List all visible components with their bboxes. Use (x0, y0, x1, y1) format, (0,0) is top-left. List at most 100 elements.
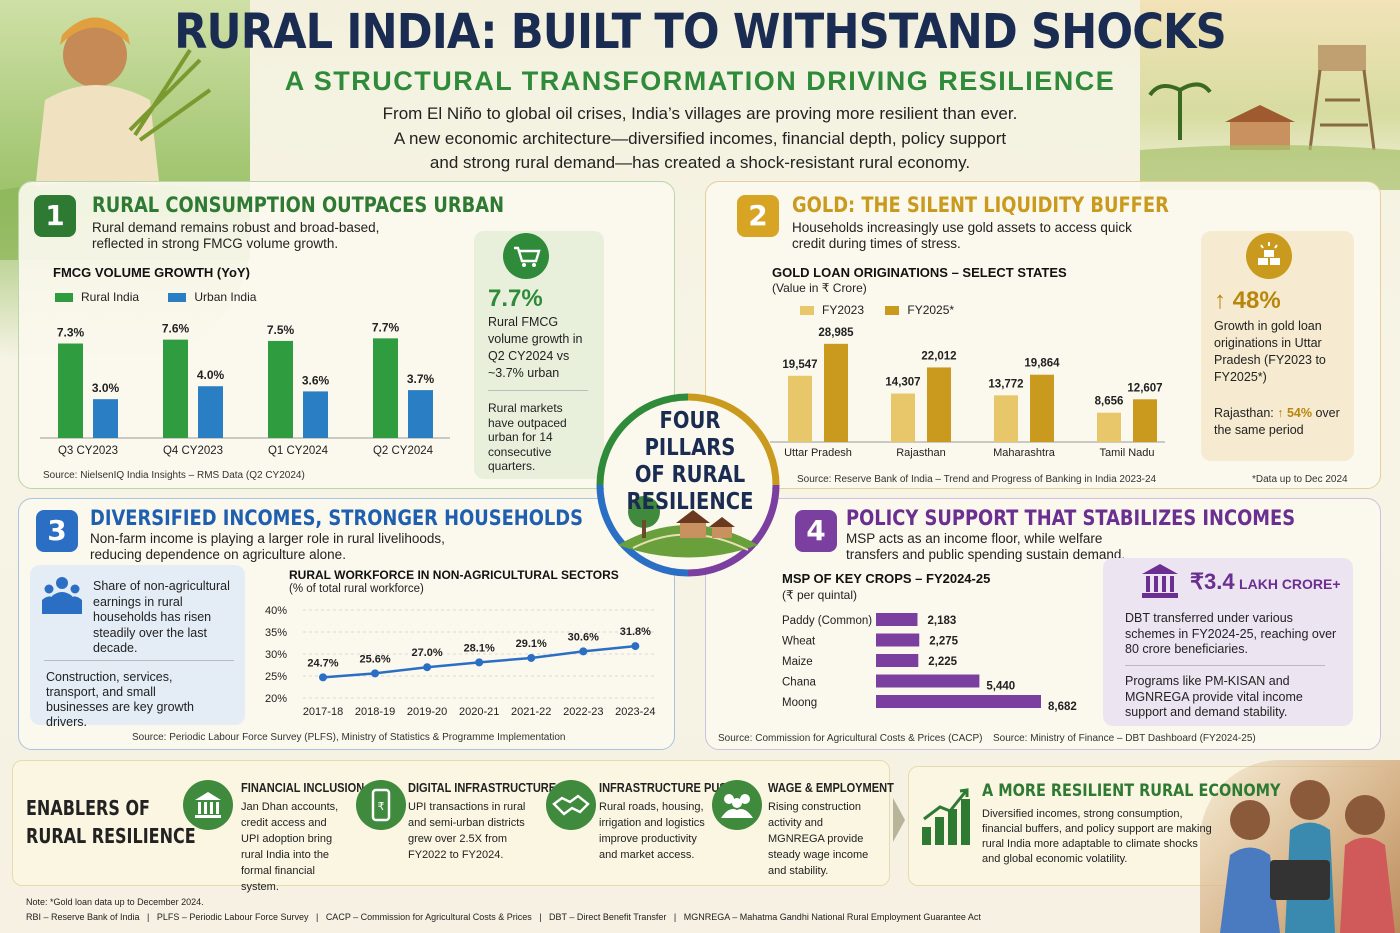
data-label: 22,012 (921, 350, 956, 362)
dbt-stat-value: ₹3.4 (1190, 569, 1235, 594)
data-label: 24.7% (307, 657, 338, 669)
section-2-number: 2 (737, 195, 779, 237)
legend-swatch-fy2025 (885, 306, 900, 316)
data-label: 19,547 (782, 359, 817, 371)
x-tick-label: Tamil Nadu (1099, 447, 1154, 459)
dbt-text-2: Programs like PM-KISAN and MGNREGA provi… (1125, 674, 1303, 719)
section-2-desc: Households increasingly use gold assets … (792, 220, 1132, 251)
dbt-stat-unit: LAKH CRORE+ (1239, 576, 1341, 592)
x-tick-label: 2018-19 (355, 706, 395, 718)
legend-label-rural: Rural India (81, 290, 140, 304)
section-4-source-2: Source: Ministry of Finance – DBT Dashbo… (993, 733, 1256, 744)
bar-fy2023 (1097, 412, 1121, 442)
legend-label-urban: Urban India (194, 290, 257, 304)
rural-fmcg-stat: 7.7% (488, 285, 543, 312)
intro-text: From El Niño to global oil crises, India… (340, 102, 1060, 176)
x-tick-label: Maharashtra (993, 447, 1056, 459)
bar-rural (163, 339, 188, 438)
data-label: 7.5% (267, 323, 295, 337)
x-tick-label: 2017-18 (303, 706, 343, 718)
result-desc: Diversified incomes, strong consumption,… (982, 808, 1212, 865)
bar-fy2023 (994, 395, 1018, 442)
non-farm-card (30, 565, 245, 725)
workforce-chart-subtitle: (% of total rural workforce) (289, 583, 424, 595)
dbt-card (1103, 558, 1353, 726)
y-tick-label: 35% (265, 627, 287, 639)
enabler-title-digital-infrastructure: DIGITAL INFRASTRUCTURE (408, 780, 557, 795)
enablers-title-line: RURAL RESILIENCE (26, 824, 196, 848)
bar-fy2025 (1030, 374, 1054, 442)
data-label: 25.6% (359, 653, 390, 665)
y-tick-label: Maize (782, 656, 813, 668)
section-4-source: Source: Commission for Agricultural Cost… (718, 733, 983, 744)
enabler-title-infrastructure-push: INFRASTRUCTURE PUSH (599, 780, 735, 795)
x-tick-label: 2019-20 (407, 706, 447, 718)
data-label: 7.3% (57, 326, 85, 340)
enablers-title: ENABLERS OF RURAL RESILIENCE (26, 794, 196, 850)
section-3-source: Source: Periodic Labour Force Survey (PL… (132, 732, 566, 743)
section-3-desc: Non-farm income is playing a larger role… (90, 531, 445, 562)
y-tick-label: Chana (782, 677, 816, 689)
data-point (423, 663, 432, 672)
data-label: 7.7% (372, 320, 400, 334)
y-tick-label: 20% (265, 693, 287, 705)
section-1-title: RURAL CONSUMPTION OUTPACES URBAN (92, 193, 505, 217)
fmcg-chart-title: FMCG VOLUME GROWTH (YoY) (53, 265, 250, 280)
data-label: 29.1% (516, 638, 547, 650)
msp-bar-chart: Paddy (Common) 2,183 Wheat 2,275 Maize 2,225 C… (782, 613, 1077, 713)
section-4-number: 4 (795, 510, 837, 552)
children-tablet-illustration (1200, 760, 1400, 933)
enablers-title-line: ENABLERS OF (26, 796, 150, 820)
data-label: 2,275 (929, 636, 958, 648)
center-line: FOUR PILLARS (644, 408, 736, 461)
non-farm-text-2: Construction, services, transport, and s… (46, 670, 194, 729)
growth-chart-icon (920, 787, 972, 847)
gold-loan-chart: 19,547 28,985 Uttar Pradesh 14,307 22,012 Raj… (770, 327, 1165, 459)
center-line: RESILIENCE (626, 489, 754, 515)
x-tick-label: 2022-23 (563, 706, 603, 718)
card-divider (1125, 665, 1325, 666)
x-tick-label: Rajasthan (896, 447, 946, 459)
data-label: 13,772 (988, 378, 1023, 390)
legend-swatch-fy2023 (800, 306, 814, 316)
bar-urban (93, 399, 118, 438)
result-title: A MORE RESILIENT RURAL ECONOMY (982, 781, 1281, 801)
shopping-cart-icon (503, 233, 549, 279)
non-farm-text: Share of non-agricultural earnings in ru… (93, 579, 230, 655)
data-label: 3.0% (92, 381, 120, 395)
data-label: 5,440 (986, 681, 1015, 693)
fmcg-volume-chart: 7.3% 3.0% Q3 CY2023 7.6% 4.0% Q4 CY2023 7.5% 3.… (40, 320, 450, 457)
data-point (527, 653, 536, 662)
center-line: OF RURAL (634, 462, 746, 488)
bar-urban (408, 390, 433, 438)
government-building-icon (1140, 562, 1180, 600)
enabler-desc-digital-infrastructure: UPI transactions in rural and semi-urban… (408, 801, 526, 861)
section-4-title: POLICY SUPPORT THAT STABILIZES INCOMES (846, 506, 1296, 530)
x-tick-label: Q2 CY2024 (373, 445, 434, 457)
gold-chart-title: GOLD LOAN ORIGINATIONS – SELECT STATES (772, 265, 1067, 280)
bar-fy2023 (891, 393, 915, 442)
legend-swatch-rural (55, 293, 73, 303)
gold-growth-text: Growth in gold loan originations in Utta… (1214, 319, 1326, 384)
rajasthan-suffix: over the same period (1214, 406, 1340, 437)
gold-legend: FY2023 FY2025* (800, 303, 954, 317)
mobile-payment-icon: ₹ (356, 780, 406, 830)
y-tick-label: Moong (782, 697, 817, 709)
workforce-line-chart: 20% 25% 30% 35% 40% 24.7% 2017-18 25.6% 2018-19 2… (265, 605, 656, 718)
bank-icon (183, 780, 233, 830)
gold-bars-icon (1246, 233, 1292, 279)
x-tick-label: Q1 CY2024 (268, 445, 329, 457)
bar-msp (876, 654, 919, 667)
svg-text:₹: ₹ (378, 800, 385, 813)
data-point (319, 673, 327, 682)
section-1-desc: Rural demand remains robust and broad-ba… (92, 220, 380, 251)
data-label: 2,225 (928, 656, 957, 668)
bar-urban (198, 386, 223, 438)
section-1-number: 1 (34, 195, 76, 237)
bar-msp (876, 633, 920, 647)
card-divider (488, 390, 588, 391)
bar-fy2025 (927, 367, 951, 442)
x-tick-label: Q4 CY2023 (163, 445, 223, 457)
data-point (579, 647, 588, 656)
footnote: Note: *Gold loan data up to December 202… (26, 897, 204, 907)
